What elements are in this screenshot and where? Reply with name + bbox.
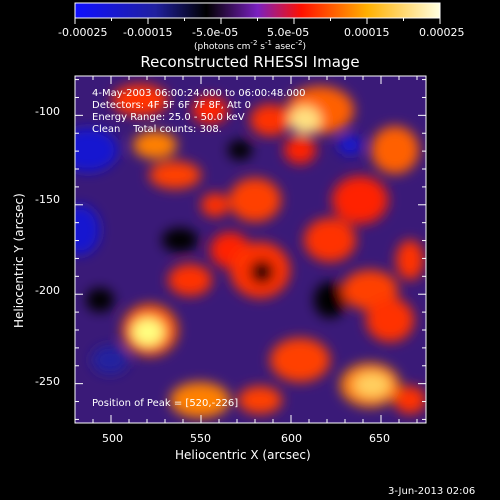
heatmap-blob	[75, 128, 118, 172]
heatmap-blob	[149, 161, 201, 189]
heatmap-blob	[86, 288, 114, 312]
heatmap-blob	[270, 338, 330, 382]
footer-date: 3-Jun-2013 02:06	[388, 486, 476, 497]
heatmap-blob	[396, 240, 424, 280]
colorbar-unit-label: (photons cm-2 s-1 asec-2)	[193, 39, 307, 52]
x-tick-label: 550	[190, 432, 211, 445]
heatmap-blob	[201, 193, 229, 217]
colorbar	[74, 2, 441, 24]
colorbar-tick-label: 5.0e-05	[267, 26, 310, 39]
heatmap-blob	[371, 126, 419, 174]
heatmap-blob	[133, 131, 177, 159]
heatmap-blob	[229, 178, 281, 222]
heatmap-blob	[394, 386, 426, 414]
heatmap-blob	[92, 346, 128, 374]
heatmap-blob	[314, 282, 346, 318]
heatmap-blob	[132, 318, 164, 346]
y-tick-label: -250	[35, 375, 60, 388]
annotation-energy: Energy Range: 25.0 - 50.0 keV	[92, 112, 245, 123]
y-axis-label: Heliocentric Y (arcsec)	[12, 193, 26, 328]
annotation-peak: Position of Peak = [520,-226]	[92, 398, 239, 409]
heatmap-blob	[170, 382, 230, 418]
colorbar-tick-label: 0.00025	[419, 26, 465, 39]
x-tick-label: 500	[102, 432, 123, 445]
y-tick-label: -200	[35, 284, 60, 297]
heatmap-blob	[289, 106, 321, 134]
plot-frame	[74, 75, 427, 424]
heatmap-blob	[238, 386, 282, 414]
x-tick-label: 650	[369, 432, 390, 445]
heatmap-blob	[192, 96, 228, 124]
heatmap-blob	[250, 104, 290, 136]
heatmap-blob	[366, 298, 414, 342]
heatmap-blob	[332, 176, 388, 224]
x-axis-label: Heliocentric X (arcsec)	[175, 448, 311, 462]
heatmap-blob	[284, 136, 316, 164]
x-tick-label: 600	[281, 432, 302, 445]
heatmap-blob	[168, 264, 212, 296]
chart-title: Reconstructed RHESSI Image	[140, 53, 360, 71]
heatmap-blob	[354, 373, 390, 397]
heatmap-blob	[75, 205, 100, 255]
colorbar-tick-label: 0.00015	[344, 26, 390, 39]
heatmap-blob	[250, 260, 274, 284]
heatmap-blob	[338, 135, 362, 155]
heatmap-blob	[228, 140, 252, 160]
colorbar-tick-label: -0.00015	[123, 26, 173, 39]
heatmap-blob	[304, 218, 356, 262]
annotation-time: 4-May-2003 06:00:24.000 to 06:00:48.000	[92, 88, 306, 99]
annotation-detectors: Detectors: 4F 5F 6F 7F 8F, Att 0	[92, 100, 252, 111]
colorbar-tick-label: -0.00025	[58, 26, 108, 39]
heatmap-blob	[112, 84, 168, 116]
annotation-counts: Clean Total counts: 308.	[92, 124, 222, 135]
colorbar-tick-label: -5.0e-05	[192, 26, 239, 39]
y-tick-label: -150	[35, 193, 60, 206]
y-tick-label: -100	[35, 105, 60, 118]
heatmap-blob	[162, 228, 198, 252]
